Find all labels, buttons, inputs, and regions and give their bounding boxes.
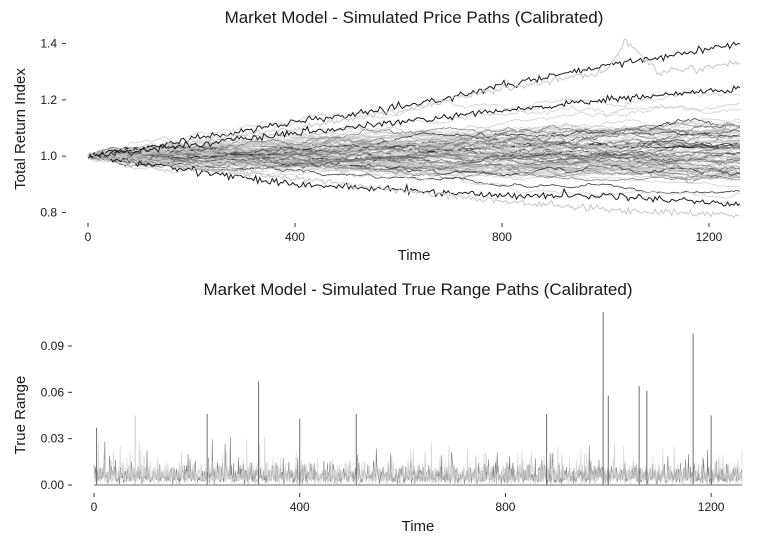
x-tick-label: 800: [492, 230, 512, 244]
price-path-line: [87, 125, 741, 158]
price-paths-chart: Market Model - Simulated Price Paths (Ca…: [12, 8, 741, 264]
chart-title: Market Model - Simulated True Range Path…: [204, 280, 633, 299]
y-axis-label: Total Return Index: [12, 68, 29, 190]
x-tick-label: 400: [285, 230, 305, 244]
true-range-chart: Market Model - Simulated True Range Path…: [12, 280, 743, 535]
true-range-line: [93, 436, 743, 485]
price-path-line: [87, 149, 741, 165]
true-range-series-group: [93, 312, 743, 486]
price-path-line: [87, 150, 741, 174]
price-path-line: [87, 41, 741, 158]
price-path-line: [87, 126, 741, 163]
price-path-line: [87, 129, 741, 167]
price-path-line: [87, 38, 741, 161]
x-tick-label: 1200: [696, 230, 723, 244]
chart-title: Market Model - Simulated Price Paths (Ca…: [225, 8, 604, 27]
y-tick-label: 0.00: [41, 478, 65, 492]
price-series-group: [87, 38, 741, 219]
y-tick-label: 0.03: [41, 432, 65, 446]
price-path-line: [87, 98, 741, 158]
x-axis-label: Time: [402, 518, 435, 535]
price-path-line: [87, 155, 740, 194]
price-path-line: [87, 154, 741, 174]
y-tick-label: 0.09: [41, 339, 65, 353]
x-axis-ticks: 0 400 800 1200: [85, 223, 723, 244]
y-tick-label: 0.06: [41, 385, 65, 399]
y-tick-label: 1.0: [40, 149, 57, 163]
y-axis-label: True Range: [12, 376, 29, 455]
x-tick-label: 800: [495, 500, 515, 514]
price-path-line: [87, 145, 741, 177]
y-axis-ticks: 0.8 1.0 1.2 1.4: [40, 37, 66, 219]
y-tick-label: 0.8: [40, 205, 57, 219]
x-axis-label: Time: [398, 247, 431, 264]
y-tick-label: 1.4: [40, 37, 57, 51]
price-path-line: [87, 132, 741, 161]
x-tick-label: 400: [290, 500, 310, 514]
x-tick-label: 0: [91, 500, 98, 514]
price-path-line: [87, 151, 741, 219]
y-axis-ticks: 0.00 0.03 0.06 0.09: [41, 339, 72, 492]
x-tick-label: 1200: [698, 500, 725, 514]
price-path-line: [87, 144, 741, 162]
y-tick-label: 1.2: [40, 93, 57, 107]
price-path-line: [87, 118, 741, 158]
price-path-line: [87, 152, 741, 207]
price-path-line: [87, 85, 741, 159]
x-axis-ticks: 0 400 800 1200: [91, 493, 725, 514]
x-tick-label: 0: [85, 230, 92, 244]
price-path-line: [87, 153, 741, 178]
price-path-line: [87, 150, 741, 176]
